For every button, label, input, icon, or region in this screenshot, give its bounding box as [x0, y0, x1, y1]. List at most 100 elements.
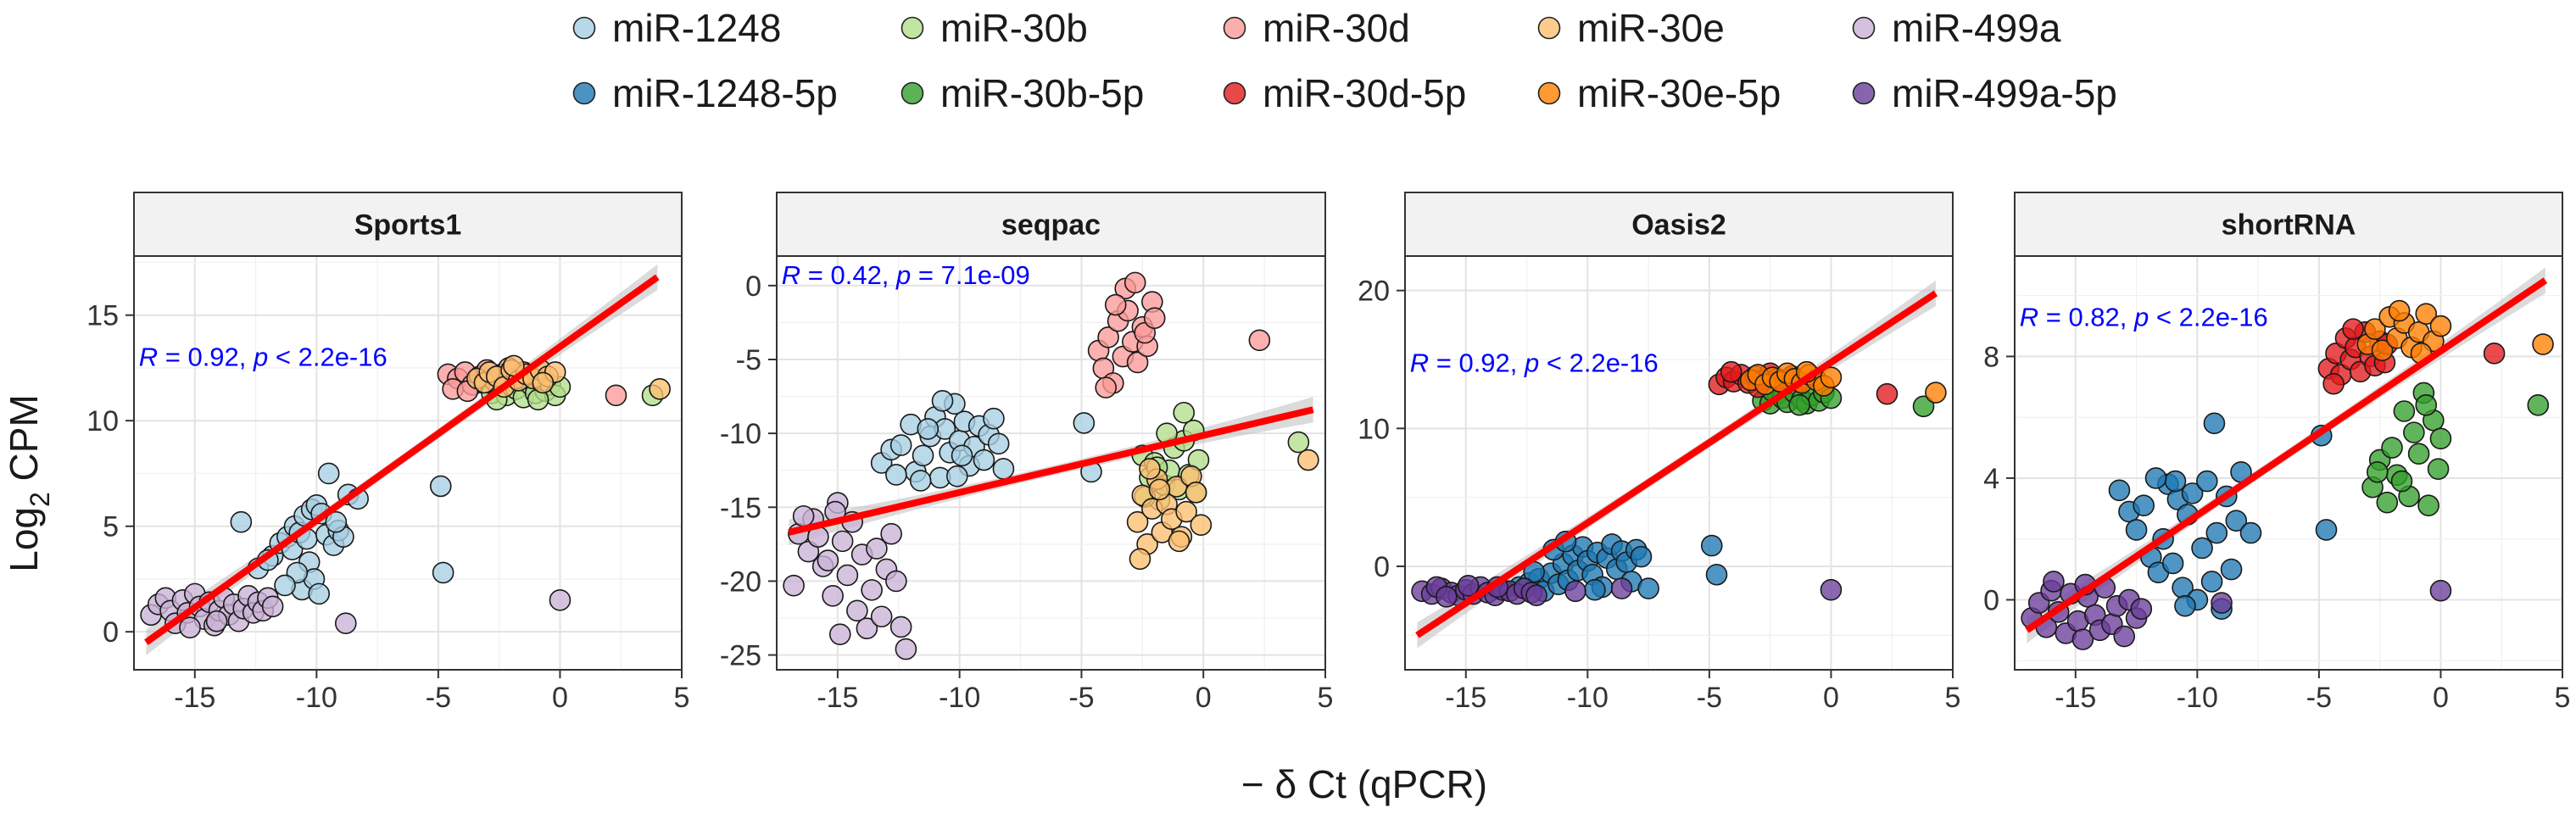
y-tick-label: 4 [1983, 463, 1999, 495]
y-axis-title: Log2 CPM [2, 394, 55, 572]
series-mir-30e [1126, 448, 1319, 571]
data-point [2315, 519, 2338, 541]
data-point [2125, 519, 2148, 541]
data-point [2130, 598, 2153, 621]
panel-border [776, 255, 1326, 671]
data-point [2133, 494, 2155, 517]
data-point [1925, 382, 1947, 404]
data-point [1876, 382, 1899, 405]
data-point [1129, 548, 1151, 571]
data-point [2417, 494, 2439, 517]
data-point [856, 617, 878, 640]
annotation-r-value: = 0.82, [2038, 303, 2134, 332]
data-point [1637, 577, 1659, 599]
x-tick-label: -15 [1445, 682, 1486, 714]
data-point [1248, 329, 1271, 352]
data-point [1525, 584, 1547, 606]
legend-label: miR-30d-5p [1263, 71, 1466, 115]
panel-sports1: Sports1 R = 0.92, p < 2.2e-16 -15 -10 -5 0 5 0 5… [86, 192, 689, 714]
data-point [945, 465, 968, 488]
series-mir-30d [1087, 271, 1271, 398]
legend-label: miR-499a-5p [1892, 71, 2117, 115]
data-point [1610, 577, 1633, 599]
data-point [1139, 458, 1161, 480]
legend-label: miR-30d [1263, 6, 1410, 50]
data-point [1175, 500, 1197, 523]
data-point [1564, 580, 1586, 603]
data-point [861, 579, 883, 601]
regression-line [2025, 277, 2548, 633]
y-axis-title-subscript: 2 [25, 492, 55, 507]
y-tick-label: -10 [720, 418, 761, 450]
annotation-p-value: < 2.2e-16 [2149, 303, 2267, 332]
y-tick-label: 10 [1358, 413, 1390, 445]
x-axis: -15 -10 -5 0 5 [2055, 670, 2570, 714]
data-point [2181, 482, 2204, 504]
panel-shortrna: shortRNA R = 0.82, p < 2.2e-16 -15 -10 -5 0 5 0… [1983, 192, 2570, 714]
data-point [895, 638, 917, 660]
regression-line [144, 274, 660, 645]
x-axis-title: − δ Ct (qPCR) [1241, 762, 1487, 806]
data-point [931, 389, 954, 412]
data-point [1104, 293, 1127, 316]
data-point [261, 595, 284, 618]
legend-key-mir-30e [1537, 16, 1561, 40]
x-tick-label: 0 [552, 682, 568, 714]
data-point [831, 530, 854, 553]
legend-key-mir-1248 [572, 16, 596, 40]
panel-strip [776, 192, 1326, 257]
legend-key-mir-30e-5p [1537, 81, 1561, 105]
data-point [2200, 571, 2223, 593]
correlation-annotation: R = 0.42, p = 7.1e-09 [782, 260, 1030, 290]
data-point [317, 462, 340, 485]
data-point [2174, 594, 2196, 617]
legend-item: miR-30b [900, 6, 1088, 50]
data-point [973, 448, 995, 471]
data-point [792, 504, 815, 527]
data-point [828, 623, 851, 645]
data-point [889, 434, 912, 456]
data-point [1168, 530, 1190, 553]
data-point [308, 582, 331, 605]
y-tick-label: 20 [1358, 276, 1390, 308]
data-point [822, 585, 844, 607]
data-point [334, 612, 357, 635]
correlation-annotation: R = 0.92, p < 2.2e-16 [1410, 348, 1659, 378]
annotation-r-label: R [782, 260, 800, 290]
annotation-p-value: = 7.1e-09 [911, 260, 1029, 290]
legend-item: miR-499a [1852, 6, 2061, 50]
data-point [951, 444, 973, 467]
data-point [1705, 563, 1728, 586]
legend-label: miR-30b [940, 6, 1088, 50]
data-point [817, 549, 839, 571]
panel-border [2014, 255, 2563, 671]
data-point [2043, 571, 2065, 593]
panel-strip [133, 192, 683, 257]
data-point [2415, 303, 2438, 325]
x-tick-label: 0 [2433, 682, 2449, 714]
x-axis: -15 -10 -5 0 5 [817, 670, 1333, 714]
data-point [2483, 343, 2506, 365]
data-point [992, 458, 1015, 480]
data-point [1124, 271, 1146, 294]
gridlines [133, 256, 683, 670]
legend-item: miR-499a-5p [1852, 71, 2117, 115]
data-point [532, 371, 555, 394]
x-tick-label: -10 [296, 682, 337, 714]
data-point [2164, 470, 2187, 493]
legend-key-mir-1248-5p [572, 81, 596, 105]
data-point [549, 589, 572, 611]
y-tick-label: -25 [720, 640, 761, 672]
y-tick-label: 0 [1983, 584, 1999, 616]
data-point [1073, 412, 1096, 434]
data-point [2371, 339, 2394, 362]
data-point [2407, 443, 2430, 465]
panel-title: Oasis2 [1631, 209, 1726, 242]
data-point [1820, 578, 1843, 601]
data-point [230, 510, 253, 533]
legend-item: miR-30e-5p [1537, 71, 1781, 115]
data-point [2071, 628, 2094, 650]
data-point [2427, 458, 2450, 480]
data-point [179, 616, 201, 639]
data-point [2191, 537, 2213, 560]
